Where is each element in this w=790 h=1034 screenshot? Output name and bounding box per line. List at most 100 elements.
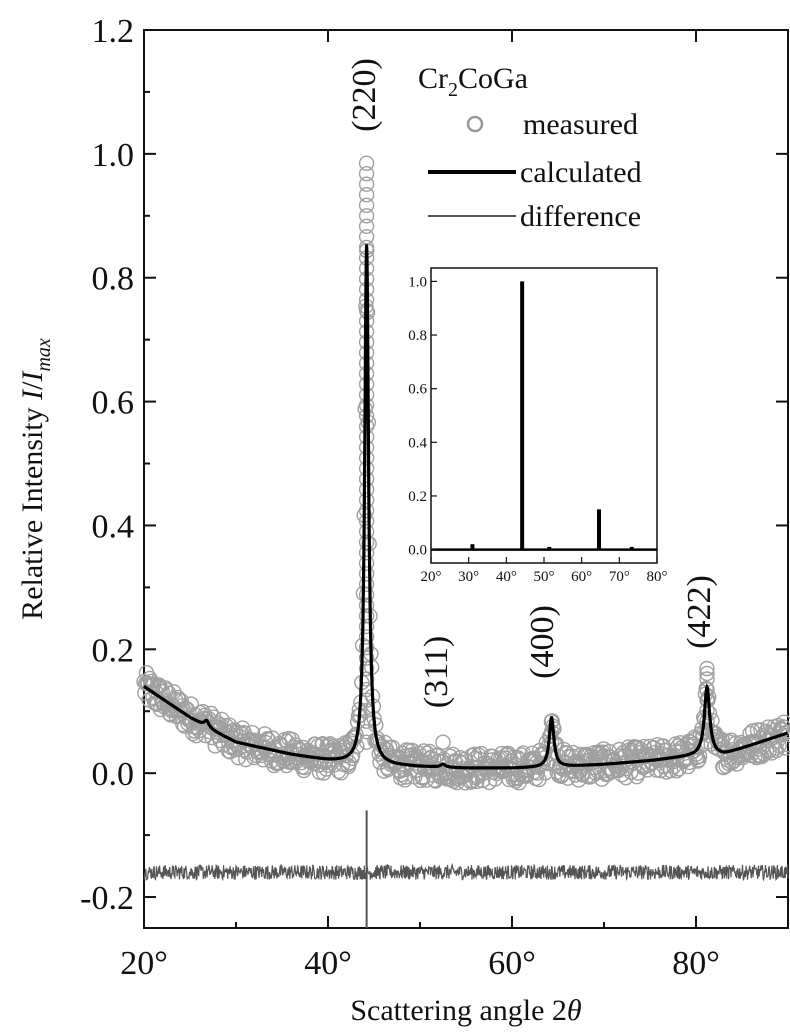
measured-point xyxy=(358,545,375,561)
measured-point xyxy=(726,752,743,769)
measured-point xyxy=(699,665,715,682)
measured-point xyxy=(358,502,375,519)
measured-point xyxy=(778,740,790,756)
measured-point xyxy=(358,492,375,508)
measured-point xyxy=(358,650,375,666)
measured-point xyxy=(358,523,375,540)
measured-point xyxy=(287,737,304,753)
measured-point xyxy=(580,768,596,784)
x-tick-label: 20° xyxy=(120,945,168,982)
y-tick-label: -0.2 xyxy=(80,880,134,917)
inset-x-tick-label: 20° xyxy=(421,569,442,585)
inset-y-ticks: 0.0 0.2 0.4 0.6 0.8 1.0 xyxy=(408,274,437,559)
peak-label: (400) xyxy=(524,605,561,679)
measured-point xyxy=(358,566,375,582)
legend-marker-measured xyxy=(466,115,484,133)
y-tick-label: 1.2 xyxy=(92,13,135,50)
x-tick-label: 40° xyxy=(304,945,352,982)
measured-point xyxy=(307,736,324,752)
y-tick-label: 0.6 xyxy=(92,385,135,422)
measured-point xyxy=(699,713,715,729)
measured-point xyxy=(358,429,375,445)
measured-point xyxy=(358,197,375,214)
measured-point xyxy=(535,756,551,772)
measured-point xyxy=(761,743,777,759)
measured-point xyxy=(358,608,375,624)
inset-chart: 20° 30° 40° 50° 60° 70° 80° 0.0 0.2 0.4 0.6 0.8 1.0 xyxy=(408,267,668,585)
measured-point xyxy=(358,660,375,677)
measured-point xyxy=(358,450,375,466)
measured-point xyxy=(358,155,375,171)
measured-point xyxy=(779,737,790,753)
measured-point xyxy=(358,724,375,740)
measured-point xyxy=(435,734,451,750)
measured-point xyxy=(691,748,708,764)
x-tick-label: 60° xyxy=(488,945,536,982)
measured-point xyxy=(777,725,790,741)
measured-point xyxy=(396,762,412,778)
y-axis-title: Relative Intensity I/Imax xyxy=(16,338,55,620)
y-tick-label: 0.4 xyxy=(92,508,135,545)
inset-y-tick-label: 0.8 xyxy=(408,328,427,344)
inset-y-tick-label: 0.6 xyxy=(408,382,427,398)
measured-point xyxy=(699,660,715,677)
inset-x-tick-label: 60° xyxy=(571,569,592,585)
legend-label-measured: measured xyxy=(523,108,638,141)
peak-label: (311) xyxy=(418,636,455,708)
measured-point xyxy=(358,186,375,203)
measured-point xyxy=(207,738,223,754)
inset-frame xyxy=(430,267,658,564)
y-tick-label: 1.0 xyxy=(92,137,135,174)
measured-point xyxy=(358,639,375,656)
measured-point xyxy=(630,765,646,781)
inset-x-ticks: 20° 30° 40° 50° 60° 70° 80° xyxy=(421,557,668,585)
measured-point xyxy=(358,471,375,487)
measured-point xyxy=(358,208,375,224)
inset-bars xyxy=(431,281,657,551)
inset-y-tick-label: 0.0 xyxy=(408,543,427,559)
inset-x-tick-label: 80° xyxy=(647,569,668,585)
legend-label-difference: difference xyxy=(520,200,641,233)
measured-point xyxy=(358,671,375,687)
measured-point xyxy=(358,576,375,592)
measured-point xyxy=(778,724,790,740)
x-axis-title: Scattering angle 2θ xyxy=(350,994,582,1027)
measured-point xyxy=(173,693,190,709)
y-tick-label: 0.2 xyxy=(92,632,135,669)
measured-point xyxy=(358,587,375,603)
calculated-series xyxy=(143,244,789,770)
calculated-line xyxy=(143,244,789,770)
measured-point xyxy=(358,618,375,635)
difference-series xyxy=(143,810,789,928)
measured-point xyxy=(358,218,375,235)
peak-label: (422) xyxy=(681,575,718,649)
measured-point xyxy=(744,723,761,739)
legend-title: Cr2CoGa xyxy=(418,62,528,101)
inset-y-tick-label: 0.2 xyxy=(408,489,427,505)
measured-point xyxy=(543,734,560,750)
measured-point xyxy=(358,165,375,182)
measured-point xyxy=(238,751,254,768)
x-axis-ticks: 20° 40° 60° 80° xyxy=(120,30,789,982)
y-axis-ticks: -0.2 0.0 0.2 0.4 0.6 0.8 1.0 1.2 xyxy=(80,13,788,917)
measured-point xyxy=(358,555,375,571)
peak-label: (220) xyxy=(346,58,383,132)
measured-point xyxy=(699,702,715,719)
x-tick-label: 80° xyxy=(672,945,720,982)
measured-point xyxy=(358,534,375,550)
measured-point xyxy=(358,629,375,645)
difference-line xyxy=(143,862,789,882)
measured-point xyxy=(358,460,375,477)
inset-x-tick-label: 30° xyxy=(458,569,479,585)
measured-point xyxy=(464,747,480,764)
measured-point xyxy=(358,176,375,192)
measured-point xyxy=(771,738,787,754)
inset-x-tick-label: 70° xyxy=(609,569,630,585)
measured-point xyxy=(316,765,332,781)
inset-x-tick-label: 40° xyxy=(496,569,517,585)
legend-label-calculated: calculated xyxy=(520,156,642,189)
measured-point xyxy=(183,696,199,712)
measured-point xyxy=(776,714,790,730)
inset-x-tick-label: 50° xyxy=(534,569,555,585)
